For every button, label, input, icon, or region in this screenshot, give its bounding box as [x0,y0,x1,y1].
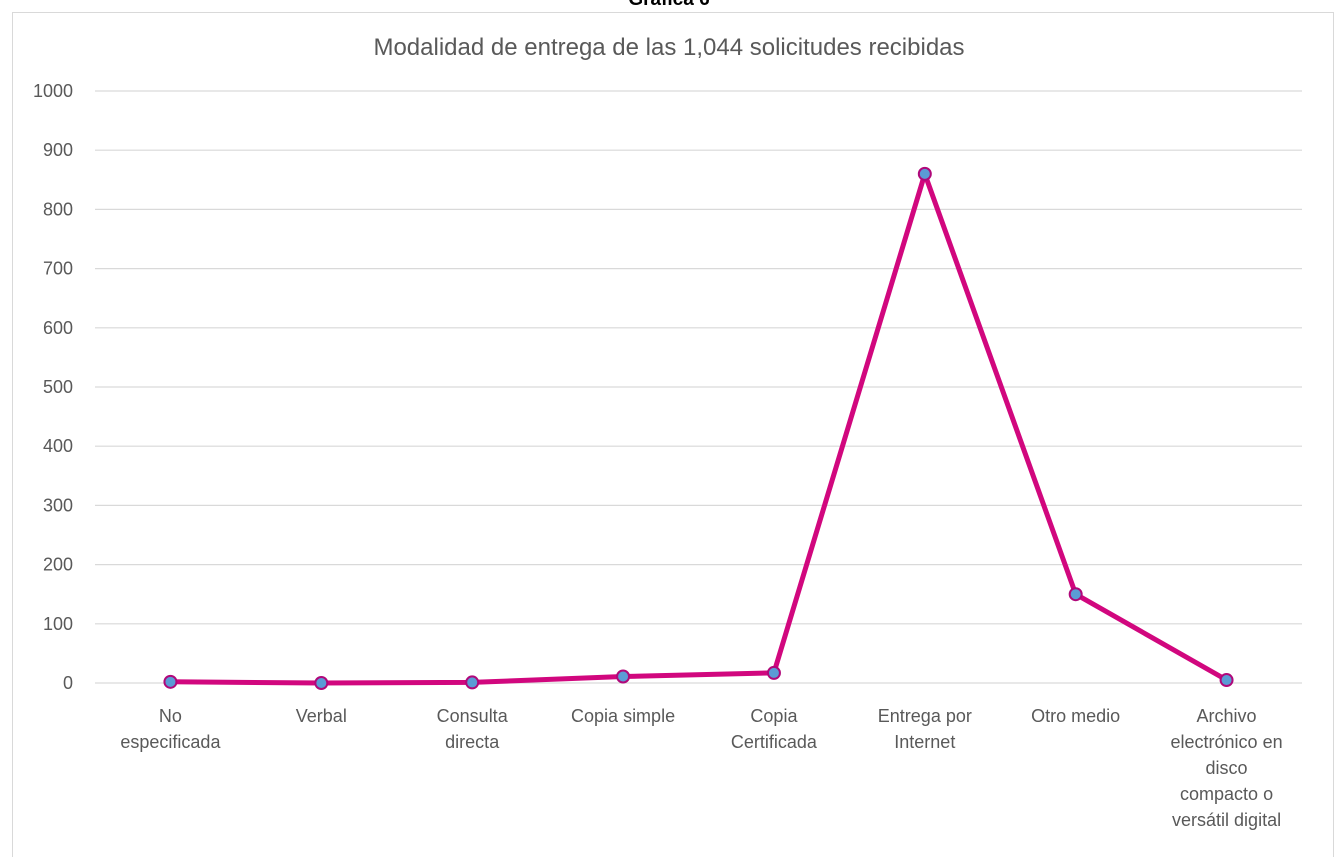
figure-heading: Gráfica 6 [0,0,1338,12]
y-tick-label: 1000 [33,81,73,101]
x-category-label-line: versátil digital [1172,810,1281,830]
data-point [163,674,178,689]
y-tick-label: 700 [43,259,73,279]
x-category-label-line: Entrega por [878,706,972,726]
data-point [314,676,329,690]
y-tick-label: 200 [43,555,73,575]
y-axis-tick-labels: 0 100 200 300 400 500 600 700 800 900 1000 [33,81,73,693]
series-line [167,171,1230,686]
x-category-label: Copia Certificada [731,706,818,752]
y-tick-label: 100 [43,614,73,634]
x-category-label-line: disco [1206,758,1248,778]
data-point [766,665,781,680]
data-point [1219,673,1234,688]
y-tick-label: 500 [43,377,73,397]
y-tick-label: 0 [63,673,73,693]
gridlines [95,90,1302,684]
y-tick-label: 900 [43,140,73,160]
x-category-label: Verbal [296,706,347,726]
x-category-label-line: Certificada [731,732,818,752]
x-category-label-line: Consulta [437,706,509,726]
x-category-label-line: Copia simple [571,706,675,726]
data-point [616,669,631,684]
chart-title: Modalidad de entrega de las 1,044 solici… [373,34,964,61]
x-category-label-line: Archivo [1197,706,1257,726]
data-series [163,166,1234,690]
x-category-label: No especificada [120,706,221,752]
y-tick-label: 600 [43,318,73,338]
data-point [465,675,480,690]
x-category-label-line: Internet [894,732,955,752]
x-category-label: Otro medio [1031,706,1120,726]
x-category-label: Archivo electrónico en disco compacto o vers… [1171,706,1283,830]
x-category-label-line: Otro medio [1031,706,1120,726]
x-axis-category-labels: No especificada Verbal Consulta directa Copia… [120,706,1282,830]
data-point [917,166,932,181]
x-category-label-line: Copia [750,706,798,726]
x-category-label-line: especificada [120,732,221,752]
x-category-label-line: directa [445,732,500,752]
y-tick-label: 300 [43,495,73,515]
x-category-label-line: electrónico en [1171,732,1283,752]
x-category-label-line: Verbal [296,706,347,726]
x-category-label: Copia simple [571,706,675,726]
y-tick-label: 400 [43,436,73,456]
x-category-label: Consulta directa [437,706,509,752]
x-category-label-line: No [159,706,182,726]
x-category-label: Entrega por Internet [878,706,972,752]
y-tick-label: 800 [43,199,73,219]
chart-frame [12,12,1334,857]
x-category-label-line: compacto o [1180,784,1273,804]
data-point [1068,587,1083,602]
